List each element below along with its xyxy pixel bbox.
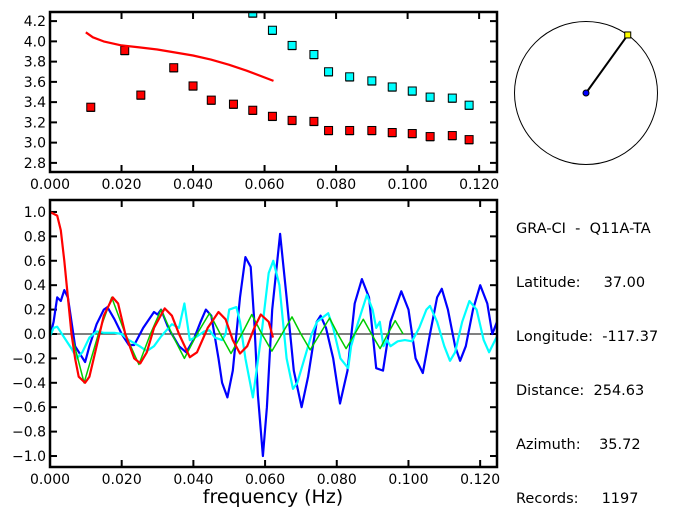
x-tick-label: 0.020: [101, 177, 141, 193]
data-point: [447, 131, 457, 141]
y-tick-label: −0.8: [12, 425, 46, 441]
x-tick-label: 0.080: [317, 472, 357, 488]
data-point: [345, 72, 355, 82]
data-point: [228, 99, 238, 109]
y-tick-label: 3.4: [24, 95, 46, 111]
info-distance: Distance: 254.63: [516, 383, 645, 399]
data-point: [447, 93, 457, 103]
data-point: [206, 95, 216, 105]
data-point: [345, 125, 355, 135]
series-line-2: [85, 31, 274, 82]
x-tick-label: 0.100: [388, 472, 428, 488]
series-group: [85, 12, 474, 145]
series-group: [50, 211, 497, 458]
x-tick-label: 0.100: [388, 177, 428, 193]
data-point: [287, 115, 297, 125]
y-tick-label: −1.0: [12, 449, 46, 465]
data-point: [309, 116, 319, 126]
remote-station-marker: [624, 31, 632, 39]
x-tick-label: 0.120: [459, 177, 499, 193]
series-line-0: [50, 232, 497, 458]
info-azimuth: Azimuth: 35.72: [516, 437, 641, 453]
y-tick-label: −0.2: [12, 351, 46, 367]
station-marker: [582, 89, 590, 97]
data-point: [407, 129, 417, 139]
data-point: [267, 111, 277, 121]
info-latitude: Latitude: 37.00: [516, 275, 646, 291]
y-tick-label: 4.0: [24, 34, 46, 50]
azimuth-line: [585, 34, 629, 94]
data-point: [367, 76, 377, 86]
x-tick-label: 0.060: [245, 177, 285, 193]
x-tick-label: 0.000: [30, 177, 70, 193]
plot-frame: [48, 10, 499, 174]
station-pair-title: GRA-CI - Q11A-TA: [516, 221, 651, 237]
series-line-3: [50, 211, 275, 384]
top-plot: 0.000 0.020 0.040 0.060 0.080 0.100 0.120 2.8 3.…: [24, 10, 499, 193]
y-tick-label: 3.0: [24, 136, 46, 152]
data-point: [464, 135, 474, 145]
data-point: [169, 63, 179, 73]
series-line-2: [50, 211, 404, 384]
x-tick-label: 0.000: [30, 472, 70, 488]
data-point: [407, 86, 417, 96]
y-tick-label: 3.2: [24, 115, 46, 131]
x-tick-label: 0.040: [173, 177, 213, 193]
plot-frame: [48, 198, 499, 469]
range-circle: [514, 21, 658, 165]
azimuth-polar-plot: [514, 21, 658, 165]
y-tick-label: 1.0: [24, 205, 46, 221]
data-point: [120, 45, 130, 55]
data-point: [324, 125, 334, 135]
y-tick-label: −0.4: [12, 376, 46, 392]
y-tick-label: 2.8: [24, 156, 46, 172]
data-point: [387, 128, 397, 138]
data-point: [387, 82, 397, 92]
y-tick-label: −0.6: [12, 400, 46, 416]
data-point: [425, 92, 435, 102]
bottom-plot: 0.000 0.020 0.040 0.060 0.080 0.100 0.120 1.0 0.…: [12, 198, 500, 488]
data-point: [309, 50, 319, 60]
info-longitude: Longitude: -117.37: [516, 329, 659, 345]
data-point: [425, 132, 435, 142]
x-tick-label: 0.040: [173, 472, 213, 488]
data-point: [464, 100, 474, 110]
y-tick-label: 0.6: [24, 254, 46, 270]
x-axis-label: frequency (Hz): [203, 486, 343, 508]
data-point: [267, 25, 277, 35]
data-point: [86, 102, 96, 112]
y-tick-label: 4.2: [24, 14, 46, 30]
y-tick-label: 0.2: [24, 303, 46, 319]
y-tick-label: 0.0: [24, 327, 46, 343]
y-tick-label: 3.6: [24, 75, 46, 91]
x-tick-label: 0.120: [460, 472, 500, 488]
data-point: [324, 67, 334, 77]
y-tick-label: 0.8: [24, 229, 46, 245]
station-info-panel: GRA-CI - Q11A-TA Latitude: 37.00 Longitu…: [516, 184, 658, 526]
x-tick-label: 0.020: [102, 472, 142, 488]
data-point: [248, 105, 258, 115]
y-tick-label: 0.4: [24, 278, 46, 294]
data-point: [188, 81, 198, 91]
info-records: Records: 1197: [516, 491, 639, 507]
data-point: [136, 90, 146, 100]
data-point: [287, 40, 297, 50]
x-tick-label: 0.080: [316, 177, 356, 193]
y-tick-label: 3.8: [24, 55, 46, 71]
x-tick-label: 0.060: [245, 472, 285, 488]
data-point: [367, 125, 377, 135]
